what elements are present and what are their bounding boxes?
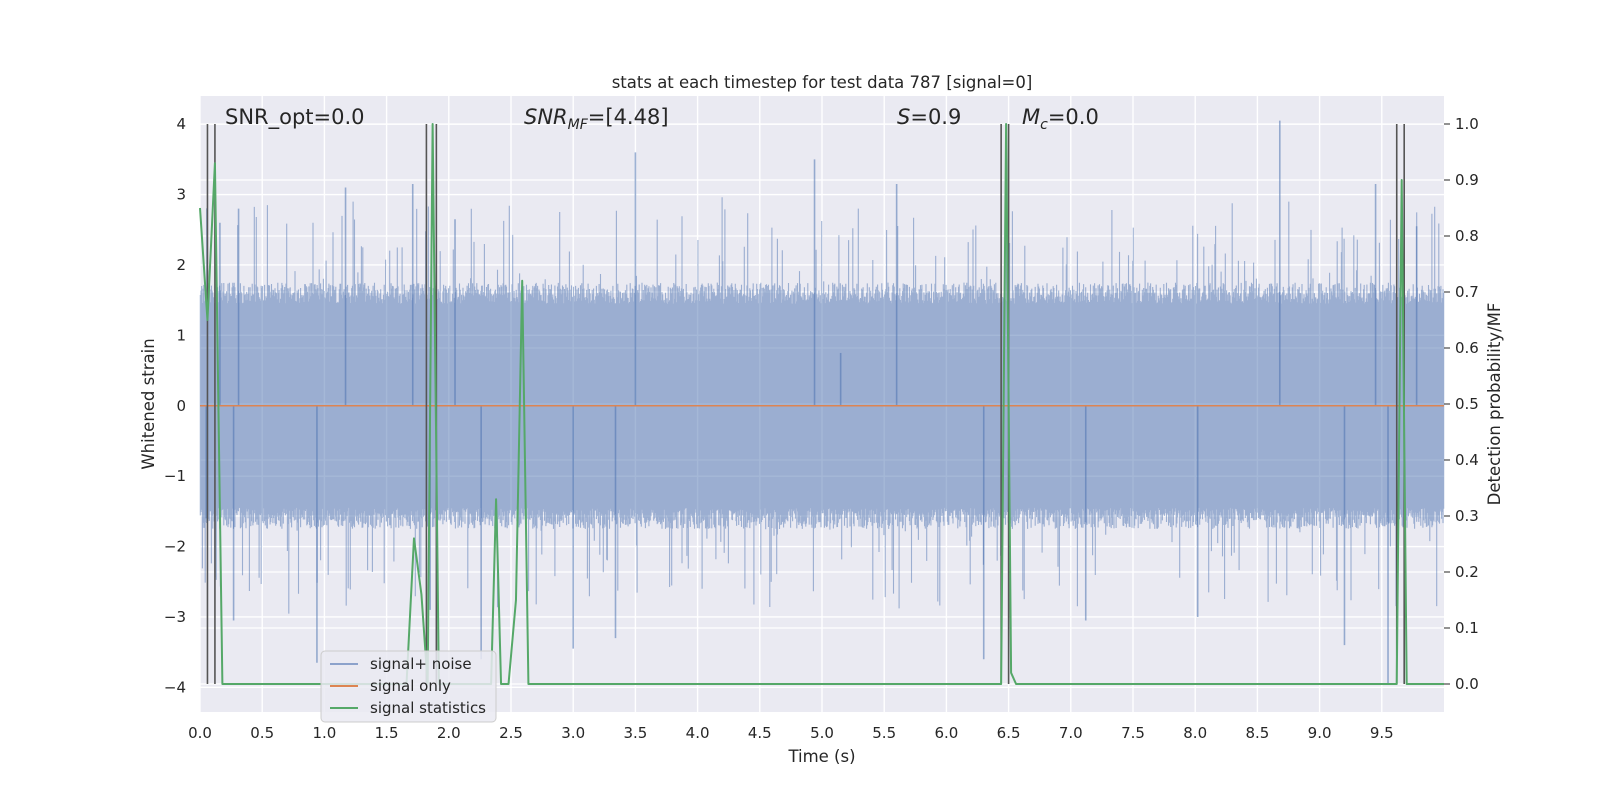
annotation-snr-opt: SNR_opt=0.0: [225, 105, 365, 130]
chart-title: stats at each timestep for test data 787…: [612, 73, 1033, 92]
y-right-tick-label-5: 0.5: [1455, 395, 1479, 413]
y-right-tick-label-3: 0.3: [1455, 507, 1479, 525]
y-right-axis-ticks: 0.0 0.1 0.2 0.3 0.4 0.5 0.6 0.7 0.8 0.9 1.0: [1444, 115, 1479, 693]
x-tick-label-12: 6.0: [934, 724, 958, 742]
x-tick-label-5: 2.5: [499, 724, 523, 742]
legend-label-stats: signal statistics: [370, 699, 486, 717]
y-tick-label-8: 4: [176, 115, 186, 133]
legend-label-signal: signal only: [370, 677, 451, 695]
x-tick-label-8: 4.0: [686, 724, 710, 742]
y-right-tick-label-4: 0.4: [1455, 451, 1479, 469]
annotation-s-value: =0.9: [910, 105, 961, 129]
annotation-mc: Mc=0.0: [1022, 105, 1099, 133]
x-tick-label-19: 9.5: [1370, 724, 1394, 742]
x-tick-label-13: 6.5: [997, 724, 1021, 742]
x-tick-label-16: 8.0: [1183, 724, 1207, 742]
x-tick-label-11: 5.5: [872, 724, 896, 742]
annotation-mc-value: =0.0: [1048, 105, 1099, 129]
y-axis-label: Whitened strain: [139, 338, 158, 469]
y-tick-label-7: 3: [176, 186, 186, 204]
x-tick-label-0: 0.0: [188, 724, 212, 742]
x-tick-label-18: 9.0: [1308, 724, 1332, 742]
y-tick-label-4: 0: [176, 397, 186, 415]
annotation-s: S=0.9: [897, 105, 961, 129]
y-right-axis-label: Detection probability/MF: [1485, 303, 1504, 506]
x-tick-label-10: 5.0: [810, 724, 834, 742]
annotation-snr-mf-sub: MF: [568, 117, 589, 133]
legend-box: [320, 650, 497, 723]
y-tick-label-6: 2: [176, 256, 186, 274]
y-right-tick-label-6: 0.6: [1455, 339, 1479, 357]
x-tick-label-15: 7.5: [1121, 724, 1145, 742]
x-axis-ticks: 0.0 0.5 1.0 1.5 2.0 2.5 3.0 3.5 4.0 4.5 5.0 5.5 6.0 6…: [188, 724, 1394, 742]
y-right-tick-label-8: 0.8: [1455, 227, 1479, 245]
annotation-mc-main: M: [1022, 105, 1040, 129]
x-tick-label-3: 1.5: [375, 724, 399, 742]
y-right-tick-label-10: 1.0: [1455, 115, 1479, 133]
x-tick-label-1: 0.5: [250, 724, 274, 742]
y-tick-label-5: 1: [176, 326, 186, 344]
y-axis-ticks: −4 −3 −2 −1 0 1 2 3 4: [164, 115, 186, 696]
y-right-tick-label-1: 0.1: [1455, 619, 1479, 637]
x-tick-label-2: 1.0: [312, 724, 336, 742]
annotation-snr-mf-value: =[4.48]: [588, 105, 669, 129]
y-tick-label-3: −1: [164, 467, 186, 485]
x-tick-label-4: 2.0: [437, 724, 461, 742]
annotation-snr-mf-main: SNR: [524, 105, 568, 129]
y-tick-label-1: −3: [164, 608, 186, 626]
x-tick-label-14: 7.0: [1059, 724, 1083, 742]
x-tick-label-17: 8.5: [1245, 724, 1269, 742]
y-right-tick-label-2: 0.2: [1455, 563, 1479, 581]
x-axis-label: Time (s): [787, 747, 855, 766]
x-tick-label-7: 3.5: [623, 724, 647, 742]
y-tick-label-2: −2: [164, 538, 186, 556]
annotation-snr-mf: SNRMF=[4.48]: [524, 105, 669, 133]
annotation-mc-sub: c: [1040, 117, 1048, 133]
y-right-tick-label-0: 0.0: [1455, 675, 1479, 693]
annotation-s-main: S: [897, 105, 910, 129]
series-signal-statistics: [199, 123, 1444, 685]
y-tick-label-0: −4: [164, 678, 186, 696]
x-tick-label-9: 4.5: [748, 724, 772, 742]
legend-label-noise: signal+ noise: [370, 655, 472, 673]
y-right-tick-label-7: 0.7: [1455, 283, 1479, 301]
legend: signal+ noise signal only signal statist…: [320, 650, 497, 723]
y-right-tick-label-9: 0.9: [1455, 171, 1479, 189]
x-tick-label-6: 3.0: [561, 724, 585, 742]
signal-statistics-line: [199, 123, 1444, 685]
